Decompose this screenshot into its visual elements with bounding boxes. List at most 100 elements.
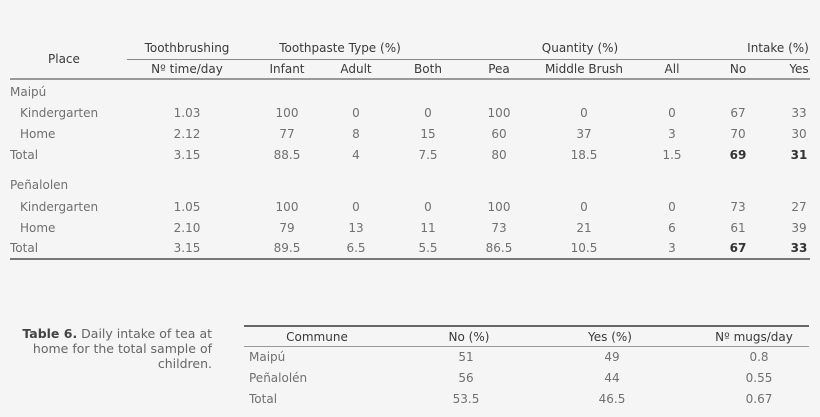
col-no-pct: No (%)	[448, 330, 490, 344]
cell: 100	[275, 200, 299, 214]
caption-label: Table 6.	[22, 326, 78, 341]
cell: 3.15	[173, 241, 201, 255]
table-bottom-rule	[10, 258, 810, 260]
cell: 18.5	[570, 148, 598, 162]
col-all: All	[664, 62, 680, 76]
row-label: Peñalolén	[249, 371, 308, 385]
cell: 49	[604, 350, 620, 364]
row-label: Total	[249, 392, 278, 406]
cell: 27	[791, 200, 807, 214]
cell: 100	[487, 106, 511, 120]
cell: 46.5	[598, 392, 626, 406]
cell: 15	[420, 127, 436, 141]
cell: 4	[352, 148, 360, 162]
cell: 3	[668, 127, 676, 141]
cell: 2.12	[173, 127, 201, 141]
col-commune: Commune	[286, 330, 348, 344]
cell: 0	[424, 106, 432, 120]
col-adult: Adult	[340, 62, 372, 76]
cell: 0	[580, 106, 588, 120]
cell: 80	[491, 148, 507, 162]
cell: 51	[458, 350, 474, 364]
cell: 21	[576, 221, 592, 235]
cell: 0	[424, 200, 432, 214]
header-bottom-rule	[10, 78, 810, 80]
cell: 100	[487, 200, 511, 214]
cell: 11	[420, 221, 436, 235]
header-divider	[127, 59, 810, 60]
row-label: Kindergarten	[20, 106, 99, 120]
col-infant: Infant	[269, 62, 305, 76]
table-6-caption-line-2: home for the total sample of	[32, 341, 212, 356]
cell: 39	[791, 221, 807, 235]
cell: 8	[352, 127, 360, 141]
cell: 88.5	[273, 148, 301, 162]
col-no: No	[729, 62, 747, 76]
cell: 67	[730, 106, 746, 120]
cell: 73	[491, 221, 507, 235]
cell: 33	[791, 106, 807, 120]
cell: 37	[576, 127, 592, 141]
cell: 0.67	[745, 392, 773, 406]
col-mugs-day: Nº mugs/day	[715, 330, 793, 344]
row-label: Home	[20, 127, 56, 141]
cell: 3.15	[173, 148, 201, 162]
col-middle-brush: Middle Brush	[544, 62, 624, 76]
header-toothpaste-type: Toothpaste Type (%)	[279, 41, 401, 55]
cell: 70	[730, 127, 746, 141]
header-quantity: Quantity (%)	[541, 41, 619, 55]
cell: 44	[604, 371, 620, 385]
row-label: Kindergarten	[20, 200, 99, 214]
cell: 5.5	[418, 241, 438, 255]
table-6-caption-line-3: children.	[157, 356, 212, 371]
row-label: Total	[10, 148, 39, 162]
cell: 6.5	[346, 241, 366, 255]
col-yes-pct: Yes (%)	[588, 330, 632, 344]
cell: 86.5	[485, 241, 513, 255]
row-label: Home	[20, 221, 56, 235]
cell: 1.03	[173, 106, 201, 120]
cell: 33	[790, 241, 808, 255]
group-name: Maipú	[10, 85, 47, 99]
cell: 67	[729, 241, 747, 255]
col-pea: Pea	[488, 62, 510, 76]
cell: 69	[729, 148, 747, 162]
cell: 0	[580, 200, 588, 214]
header-toothbrushing: Toothbrushing	[144, 41, 230, 55]
cell: 2.10	[173, 221, 201, 235]
col-both: Both	[414, 62, 442, 76]
col-yes: Yes	[789, 62, 809, 76]
cell: 60	[491, 127, 507, 141]
cell: 61	[730, 221, 746, 235]
row-label: Maipú	[249, 350, 286, 364]
cell: 100	[275, 106, 299, 120]
cell: 31	[790, 148, 808, 162]
table-6-caption-line-1: Table 6. Daily intake of tea at	[22, 326, 212, 341]
header-intake: Intake (%)	[747, 41, 809, 55]
cell: 30	[791, 127, 807, 141]
cell: 79	[279, 221, 295, 235]
row-label: Total	[10, 241, 39, 255]
cell: 0	[352, 106, 360, 120]
cell: 10.5	[570, 241, 598, 255]
cell: 7.5	[418, 148, 438, 162]
table-6-header-rule	[244, 346, 809, 347]
group-name: Peñalolen	[10, 178, 69, 192]
cell: 73	[730, 200, 746, 214]
cell: 3	[668, 241, 676, 255]
cell: 13	[348, 221, 364, 235]
cell: 0	[352, 200, 360, 214]
cell: 77	[279, 127, 295, 141]
cell: 0	[668, 200, 676, 214]
col-time-day: Nº time/day	[151, 62, 223, 76]
cell: 0	[668, 106, 676, 120]
header-place: Place	[48, 52, 80, 66]
caption-text: Daily intake of tea at	[77, 326, 212, 341]
table-6-top-rule	[244, 325, 809, 327]
cell: 56	[458, 371, 474, 385]
cell: 0.55	[745, 371, 773, 385]
cell: 1.5	[662, 148, 682, 162]
cell: 53.5	[452, 392, 480, 406]
cell: 0.8	[749, 350, 769, 364]
cell: 6	[668, 221, 676, 235]
